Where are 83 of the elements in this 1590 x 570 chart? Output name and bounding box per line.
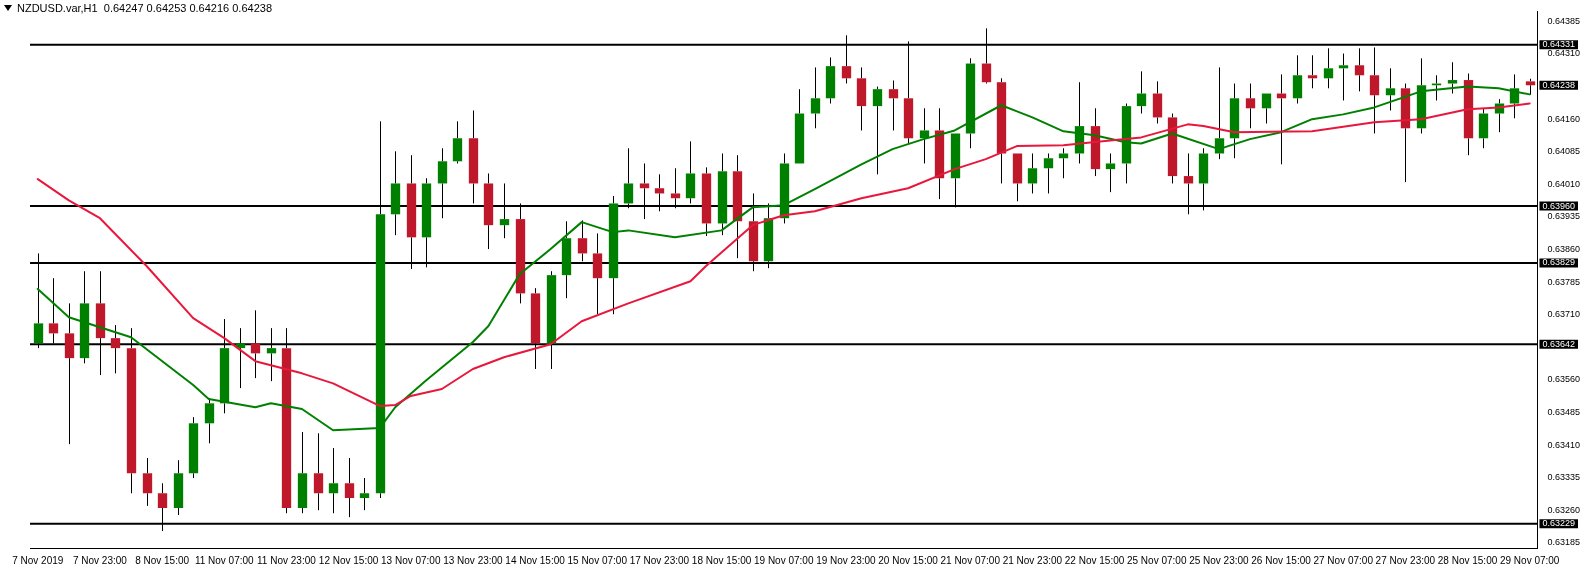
candlestick xyxy=(1105,152,1116,193)
candlestick xyxy=(1338,53,1349,101)
x-tick-label: 25 Nov 23:00 xyxy=(1189,554,1250,566)
candlestick xyxy=(1152,80,1163,124)
ref-line-label: 0.63829 xyxy=(1542,257,1576,268)
y-tick-label: 0.63935 xyxy=(1547,211,1581,222)
y-tick-label: 0.63485 xyxy=(1547,406,1581,417)
ref-line-label: 0.63960 xyxy=(1542,200,1576,211)
x-tick-label: 14 Nov 15:00 xyxy=(505,554,566,566)
x-tick-label: 19 Nov 07:00 xyxy=(753,554,814,566)
candlestick xyxy=(452,120,463,164)
x-tick-label: 7 Nov 23:00 xyxy=(72,554,128,566)
y-tick-label: 0.63185 xyxy=(1547,537,1581,548)
x-tick-label: 20 Nov 15:00 xyxy=(878,554,939,566)
candlestick xyxy=(1027,152,1038,194)
candlestick xyxy=(1167,113,1178,184)
candlestick xyxy=(1261,93,1272,124)
ref-line-label: 0.64331 xyxy=(1542,39,1576,50)
candlestick xyxy=(468,109,479,204)
candlestick xyxy=(1307,54,1318,89)
candlestick xyxy=(1463,73,1474,156)
candlestick xyxy=(810,66,821,129)
candlestick xyxy=(1354,47,1365,92)
x-tick-label: 27 Nov 23:00 xyxy=(1375,554,1436,566)
x-tick-label: 19 Nov 23:00 xyxy=(816,554,877,566)
x-tick-label: 21 Nov 07:00 xyxy=(940,554,1001,566)
y-tick-label: 0.64385 xyxy=(1547,15,1581,26)
y-tick-label: 0.63260 xyxy=(1547,504,1581,515)
candlestick xyxy=(794,88,805,164)
x-tick-label: 12 Nov 15:00 xyxy=(318,554,379,566)
candlestick xyxy=(685,140,696,204)
y-tick-label: 0.63410 xyxy=(1547,439,1581,450)
y-tick-label: 0.63710 xyxy=(1547,309,1581,320)
candlestick xyxy=(996,77,1007,184)
y-tick-label: 0.64085 xyxy=(1547,146,1581,157)
x-tick-label: 11 Nov 23:00 xyxy=(257,554,317,566)
candlestick xyxy=(142,457,153,507)
y-tick-label: 0.63785 xyxy=(1547,276,1581,287)
x-tick-label: 15 Nov 07:00 xyxy=(567,554,628,566)
candlestick xyxy=(1058,147,1069,179)
x-tick-label: 7 Nov 2019 xyxy=(12,554,64,566)
candlestick xyxy=(856,66,867,131)
candlestick xyxy=(188,416,199,479)
chart-title: NZDUSD.var,H1 0.64247 0.64253 0.64216 0.64238 xyxy=(17,2,273,14)
x-tick-label: 17 Nov 23:00 xyxy=(629,554,690,566)
x-tick-label: 22 Nov 15:00 xyxy=(1064,554,1125,566)
candlestick xyxy=(1478,107,1489,149)
candlestick xyxy=(1245,83,1256,129)
candlestick xyxy=(328,447,339,514)
ref-line-label: 0.63229 xyxy=(1542,518,1576,529)
y-tick-label: 0.63860 xyxy=(1547,243,1581,254)
x-tick-label: 18 Nov 15:00 xyxy=(691,554,752,566)
candlestick xyxy=(825,56,836,105)
candlestick xyxy=(173,459,184,516)
x-tick-label: 29 Nov 07:00 xyxy=(1499,554,1560,566)
candlestick xyxy=(919,107,930,164)
x-tick-label: 11 Nov 07:00 xyxy=(194,554,255,566)
candlestick xyxy=(344,457,355,518)
candlestick xyxy=(1012,153,1023,202)
annotation: 0.64238 xyxy=(1542,79,1576,90)
x-tick-label: 26 Nov 15:00 xyxy=(1251,554,1312,566)
x-tick-label: 13 Nov 23:00 xyxy=(443,554,504,566)
x-tick-label: 27 Nov 07:00 xyxy=(1313,554,1374,566)
y-tick-label: 0.64310 xyxy=(1547,48,1581,59)
candlestick xyxy=(1136,70,1147,115)
candlestick xyxy=(359,477,370,511)
candlestick xyxy=(1525,78,1536,96)
ref-line-label: 0.63642 xyxy=(1542,338,1576,349)
x-tick-label: 8 Nov 15:00 xyxy=(135,554,190,566)
y-tick-label: 0.64160 xyxy=(1547,113,1581,124)
x-tick-label: 21 Nov 23:00 xyxy=(1002,554,1063,566)
x-tick-label: 28 Nov 15:00 xyxy=(1437,554,1498,566)
candlestick xyxy=(1292,54,1303,105)
y-tick-label: 0.63335 xyxy=(1547,472,1581,483)
candlestick xyxy=(313,432,324,511)
x-tick-label: 25 Nov 07:00 xyxy=(1126,554,1187,566)
candlestick xyxy=(1323,47,1334,89)
y-tick-label: 0.64010 xyxy=(1547,178,1581,189)
y-tick-label: 0.63560 xyxy=(1547,374,1581,385)
x-tick-label: 13 Nov 07:00 xyxy=(381,554,441,566)
candlestick xyxy=(1043,152,1054,194)
candlestick xyxy=(297,431,308,514)
candlestick xyxy=(888,79,899,131)
